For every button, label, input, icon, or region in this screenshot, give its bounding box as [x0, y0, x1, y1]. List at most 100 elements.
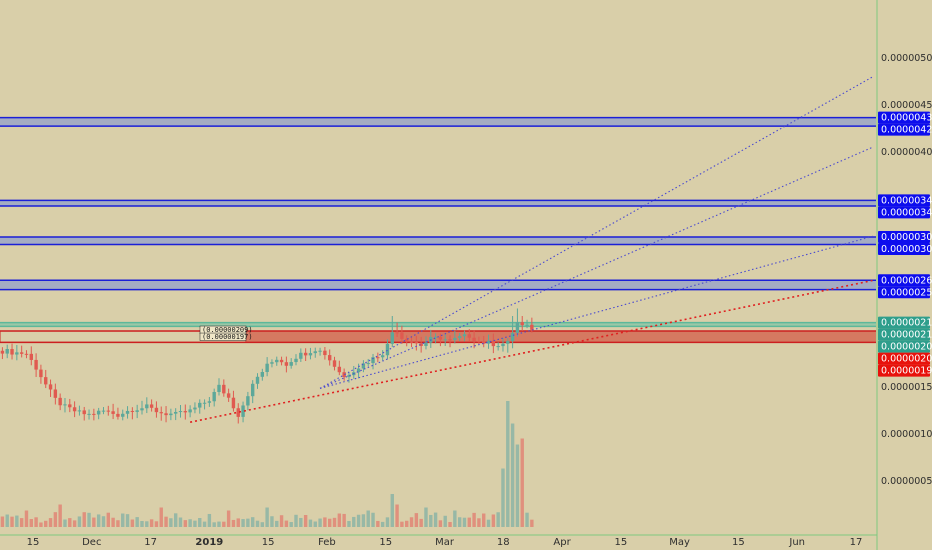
- x-tick-label: 18: [497, 537, 510, 548]
- candle-body: [530, 324, 534, 330]
- volume-bar: [178, 517, 183, 527]
- volume-bar: [10, 516, 14, 527]
- x-tick-label: May: [669, 537, 690, 548]
- volume-bar: [453, 510, 457, 527]
- x-tick-label: 15: [614, 537, 627, 548]
- candle-body: [250, 383, 255, 397]
- volume-bar: [15, 515, 19, 527]
- candle-body: [477, 341, 481, 343]
- price-badge: [878, 286, 930, 299]
- fan-line: [319, 235, 874, 389]
- candle-body: [121, 413, 125, 417]
- x-tick-label: 15: [379, 537, 392, 548]
- candle-body: [82, 410, 86, 415]
- candle-body: [395, 332, 399, 334]
- candle-body: [400, 332, 404, 339]
- volume-bar: [414, 513, 419, 527]
- price-badge-label: 0.00000253: [881, 287, 932, 298]
- candle-body: [342, 372, 346, 378]
- x-tick-label: Apr: [553, 537, 571, 548]
- volume-bar: [154, 521, 159, 527]
- candle-body: [217, 384, 221, 392]
- candle-body: [525, 324, 529, 326]
- candle-body: [246, 396, 250, 406]
- volume-bar: [101, 516, 106, 527]
- candle-body: [125, 410, 130, 414]
- candle-body: [222, 384, 226, 394]
- candle-body: [183, 411, 188, 413]
- volume-bar: [111, 517, 115, 527]
- volume-bar: [164, 516, 168, 527]
- candle-body: [68, 404, 72, 408]
- candle-body: [380, 355, 385, 358]
- candle-body: [173, 411, 178, 414]
- volume-bar: [275, 520, 279, 527]
- volume-bar: [520, 438, 524, 527]
- price-badge: [878, 316, 930, 329]
- price-badge: [878, 111, 930, 124]
- candle-body: [130, 410, 135, 412]
- volume-bar: [506, 401, 510, 527]
- candle-body: [212, 391, 216, 402]
- volume-bar: [313, 521, 317, 527]
- candle-body: [491, 340, 496, 347]
- price-badge: [878, 231, 930, 244]
- volume-bar: [82, 512, 86, 527]
- candle-body: [284, 362, 289, 366]
- price-badge: [878, 123, 930, 136]
- x-tick-label: Feb: [318, 537, 336, 548]
- candle-body: [347, 375, 351, 378]
- volume-bar: [222, 521, 226, 527]
- x-tick-label: 17: [144, 537, 157, 548]
- volume-bar: [356, 514, 361, 527]
- candle-body: [236, 408, 240, 417]
- candle-body: [390, 332, 394, 344]
- volume-bar: [255, 520, 260, 527]
- candle-body: [323, 350, 327, 356]
- candle-body: [111, 411, 115, 414]
- candle-body: [5, 349, 9, 354]
- price-badge: [878, 352, 930, 365]
- volume-bar: [19, 518, 24, 527]
- candle-body: [462, 334, 467, 337]
- candle-body: [294, 358, 298, 363]
- volume-bar: [34, 517, 38, 527]
- candle-body: [58, 397, 62, 406]
- zone-blue-3: [0, 280, 876, 290]
- volume-bar: [472, 512, 476, 527]
- candle-body: [72, 407, 77, 412]
- candle-body: [275, 359, 279, 363]
- x-tick-label: Jun: [788, 537, 805, 548]
- candle-body: [24, 353, 29, 355]
- candle-body: [193, 407, 197, 410]
- candle-body: [361, 363, 366, 369]
- price-badge-label: 0.00000309: [881, 232, 932, 243]
- volume-bar: [121, 513, 125, 527]
- candle-body: [15, 352, 19, 355]
- volume-bar: [308, 519, 313, 527]
- volume-bar: [323, 517, 327, 527]
- volume-bar: [337, 513, 342, 527]
- volume-bar: [390, 494, 394, 527]
- candle-body: [48, 384, 53, 390]
- candle-body: [159, 412, 163, 414]
- candle-body: [231, 397, 236, 409]
- time-axis[interactable]: 15 Dec 17 2019 15 Feb 15 Mar 18 Apr 15 May 15 Jun 17: [0, 534, 877, 548]
- volume-bar: [299, 517, 303, 527]
- candle-body: [188, 409, 192, 413]
- volume-bar: [58, 504, 62, 527]
- volume-bar: [29, 519, 33, 527]
- volume-bar: [477, 518, 481, 527]
- volume-bar: [510, 423, 515, 527]
- candle-body: [376, 357, 380, 359]
- x-tick-label: 17: [850, 537, 863, 548]
- price-badge: [878, 274, 930, 287]
- candle-body: [241, 405, 245, 417]
- volume-bar: [347, 521, 351, 527]
- volume-bar: [193, 520, 197, 527]
- candle-body: [145, 404, 149, 409]
